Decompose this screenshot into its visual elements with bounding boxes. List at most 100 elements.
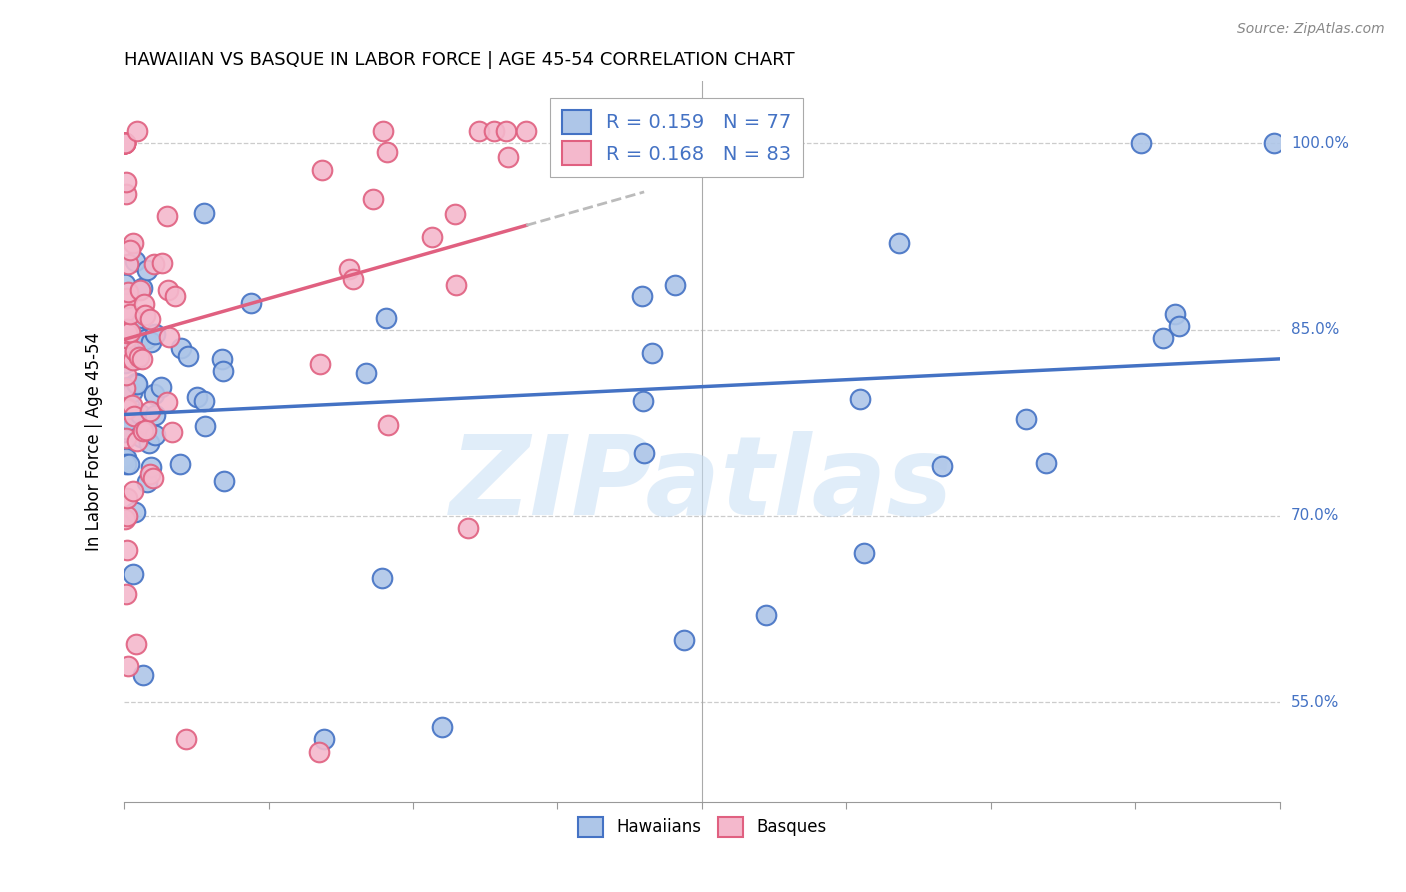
Point [114,340,136,354]
Point [125,636,148,650]
Point [633,446,655,460]
Point [129,407,152,421]
Point [135,332,157,346]
Point [114,422,136,436]
Point [375,310,398,325]
Point [128,350,150,364]
Point [127,352,149,367]
Point [377,417,399,432]
Point [121,398,143,412]
Point [143,327,166,342]
Point [115,175,138,189]
Point [129,283,152,297]
Point [115,350,138,364]
Point [631,394,654,409]
Point [131,351,153,366]
Point [112,136,135,151]
Point [314,732,336,747]
Point [156,283,179,297]
Point [125,377,148,392]
Point [114,381,136,395]
Point [117,257,139,271]
Point [117,383,139,397]
Point [672,633,695,648]
Point [311,162,333,177]
Point [160,425,183,440]
Point [174,732,197,747]
Point [337,261,360,276]
Point [114,277,136,291]
Point [887,235,910,250]
Point [375,145,398,159]
Point [444,207,467,221]
Point [121,484,143,499]
Point [115,402,138,417]
Point [141,460,163,475]
Point [308,358,330,372]
Point [169,457,191,471]
Point [118,400,141,414]
Point [214,474,236,488]
Point [122,567,145,582]
Point [1130,136,1153,151]
Point [115,587,138,601]
Point [114,512,136,526]
Point [142,387,165,401]
Point [117,542,139,557]
Point [114,136,136,151]
Point [118,307,141,321]
Point [163,288,186,302]
Point [211,352,233,367]
Point [117,326,139,340]
Point [125,124,148,138]
Text: 100.0%: 100.0% [1291,136,1348,151]
Legend: Hawaiians, Basques: Hawaiians, Basques [571,810,832,844]
Point [115,401,138,416]
Point [125,434,148,449]
Point [371,124,394,138]
Point [120,244,142,258]
Point [114,136,136,151]
Point [115,331,138,345]
Point [239,296,262,310]
Point [138,436,160,450]
Point [149,379,172,393]
Point [631,289,654,303]
Point [444,277,467,292]
Point [121,353,143,368]
Point [420,230,443,244]
Point [131,668,153,682]
Point [193,206,215,220]
Point [143,257,166,271]
Point [308,745,330,759]
Point [114,303,136,318]
Point [114,187,136,202]
Point [122,235,145,250]
Point [121,319,143,334]
Point [193,393,215,408]
Point [150,255,173,269]
Point [128,330,150,344]
Point [1168,318,1191,333]
Point [115,431,138,445]
Point [124,505,146,519]
Point [755,608,778,623]
Point [515,124,537,138]
Point [117,285,139,299]
Point [496,150,519,164]
Point [430,720,453,734]
Point [176,349,198,363]
Point [112,136,135,151]
Point [1035,456,1057,470]
Point [114,136,136,151]
Point [115,491,138,505]
Point [139,467,162,482]
Point [145,428,167,442]
Text: Source: ZipAtlas.com: Source: ZipAtlas.com [1237,22,1385,37]
Point [117,457,139,471]
Point [115,321,138,335]
Point [112,136,135,151]
Point [186,390,208,404]
Point [363,192,385,206]
Point [135,423,157,437]
